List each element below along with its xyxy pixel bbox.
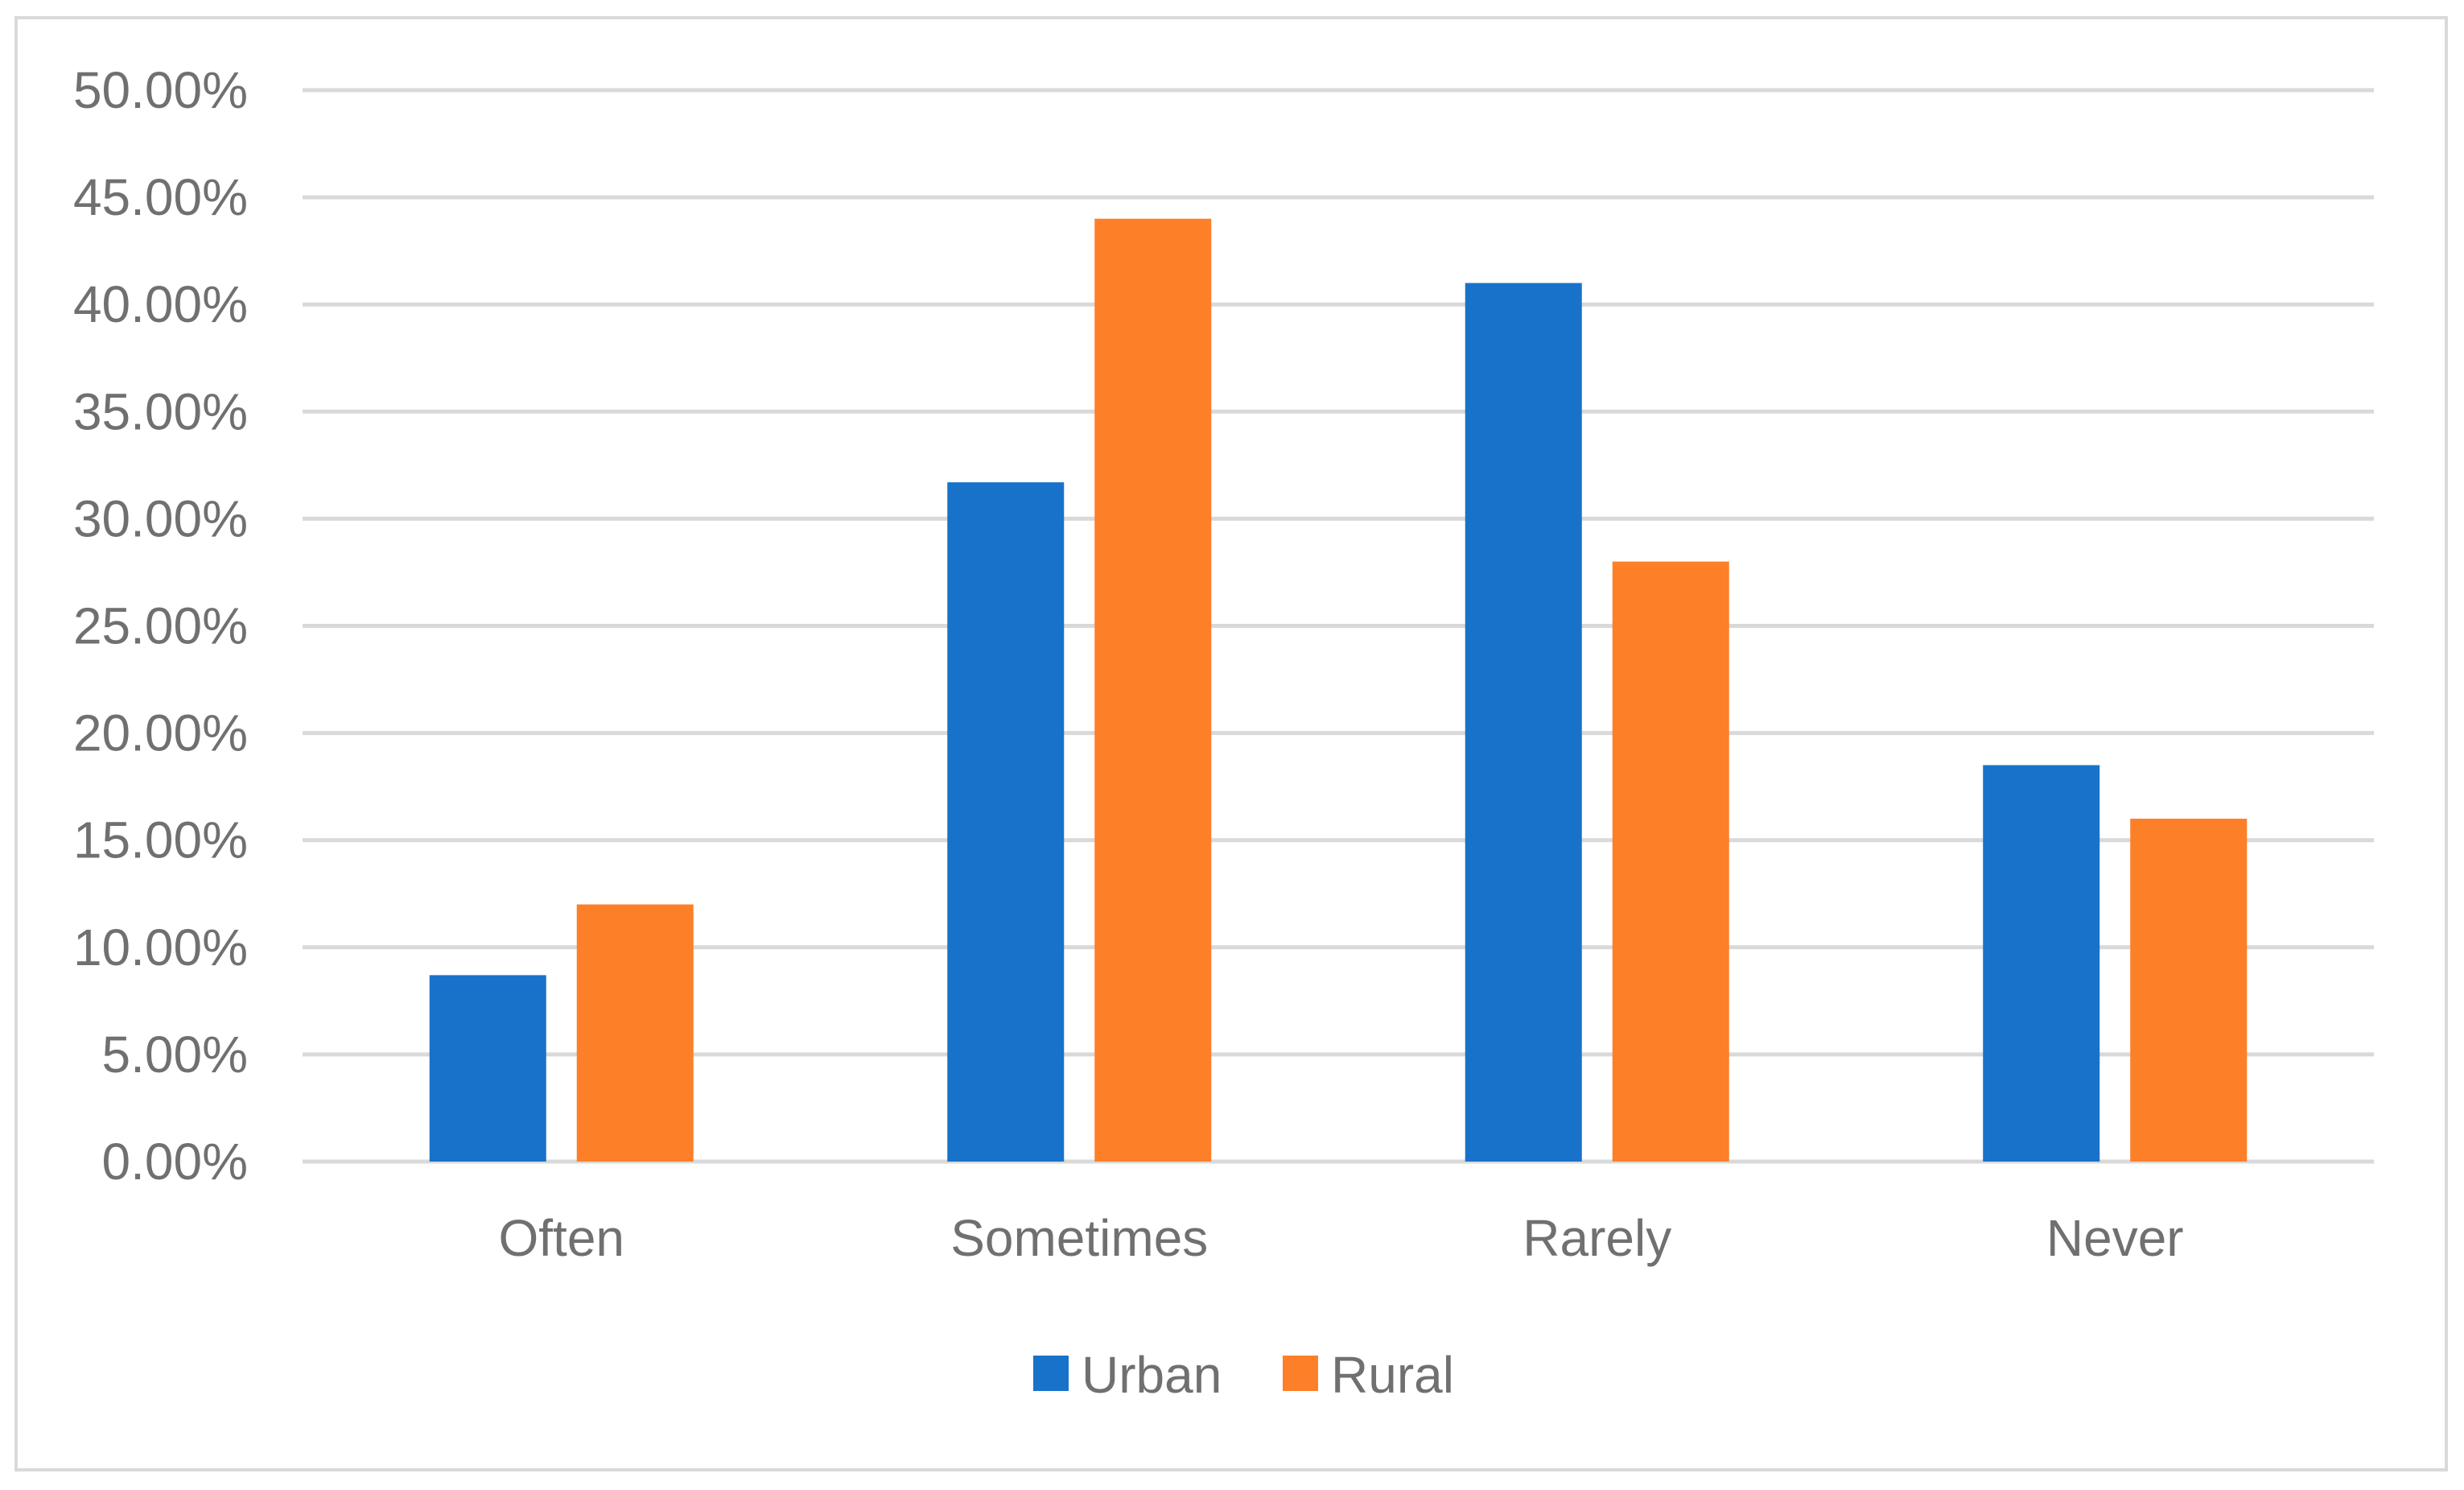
y-tick-label: 10.00% (73, 918, 248, 976)
y-tick-label: 45.00% (73, 168, 248, 226)
legend-swatch-rural (1283, 1356, 1318, 1391)
y-tick-label: 15.00% (73, 811, 248, 869)
bar-urban-never (1983, 765, 2100, 1162)
x-axis-category-labels: Often Sometimes Rarely Never (498, 1209, 2183, 1267)
y-tick-label: 5.00% (102, 1026, 248, 1083)
y-tick-label: 50.00% (73, 61, 248, 119)
bar-rural-rarely (1612, 561, 1729, 1162)
y-tick-label: 25.00% (73, 597, 248, 655)
bar-rural-often (576, 904, 694, 1162)
legend: Urban Rural (1033, 1346, 1454, 1404)
y-tick-label: 0.00% (102, 1133, 248, 1191)
bar-urban-sometimes (947, 482, 1065, 1162)
x-category-label: Sometimes (950, 1209, 1208, 1267)
x-category-label: Never (2046, 1209, 2184, 1267)
bar-rural-never (2130, 819, 2248, 1162)
y-tick-label: 40.00% (73, 275, 248, 333)
x-category-label: Rarely (1522, 1209, 1671, 1267)
chart-area (14, 16, 2448, 1471)
bar-urban-rarely (1465, 283, 1582, 1162)
legend-label-urban: Urban (1082, 1346, 1222, 1404)
x-category-label: Often (498, 1209, 624, 1267)
y-tick-label: 30.00% (73, 489, 248, 547)
bar-rural-sometimes (1094, 218, 1212, 1162)
y-tick-label: 35.00% (73, 382, 248, 440)
y-axis-tick-labels: 0.00% 5.00% 10.00% 15.00% 20.00% 25.00% 30.00%… (73, 61, 248, 1191)
y-tick-label: 20.00% (73, 704, 248, 762)
legend-swatch-urban (1033, 1356, 1069, 1391)
bar-urban-often (429, 975, 546, 1162)
bars (429, 218, 2248, 1162)
legend-label-rural: Rural (1331, 1346, 1454, 1404)
